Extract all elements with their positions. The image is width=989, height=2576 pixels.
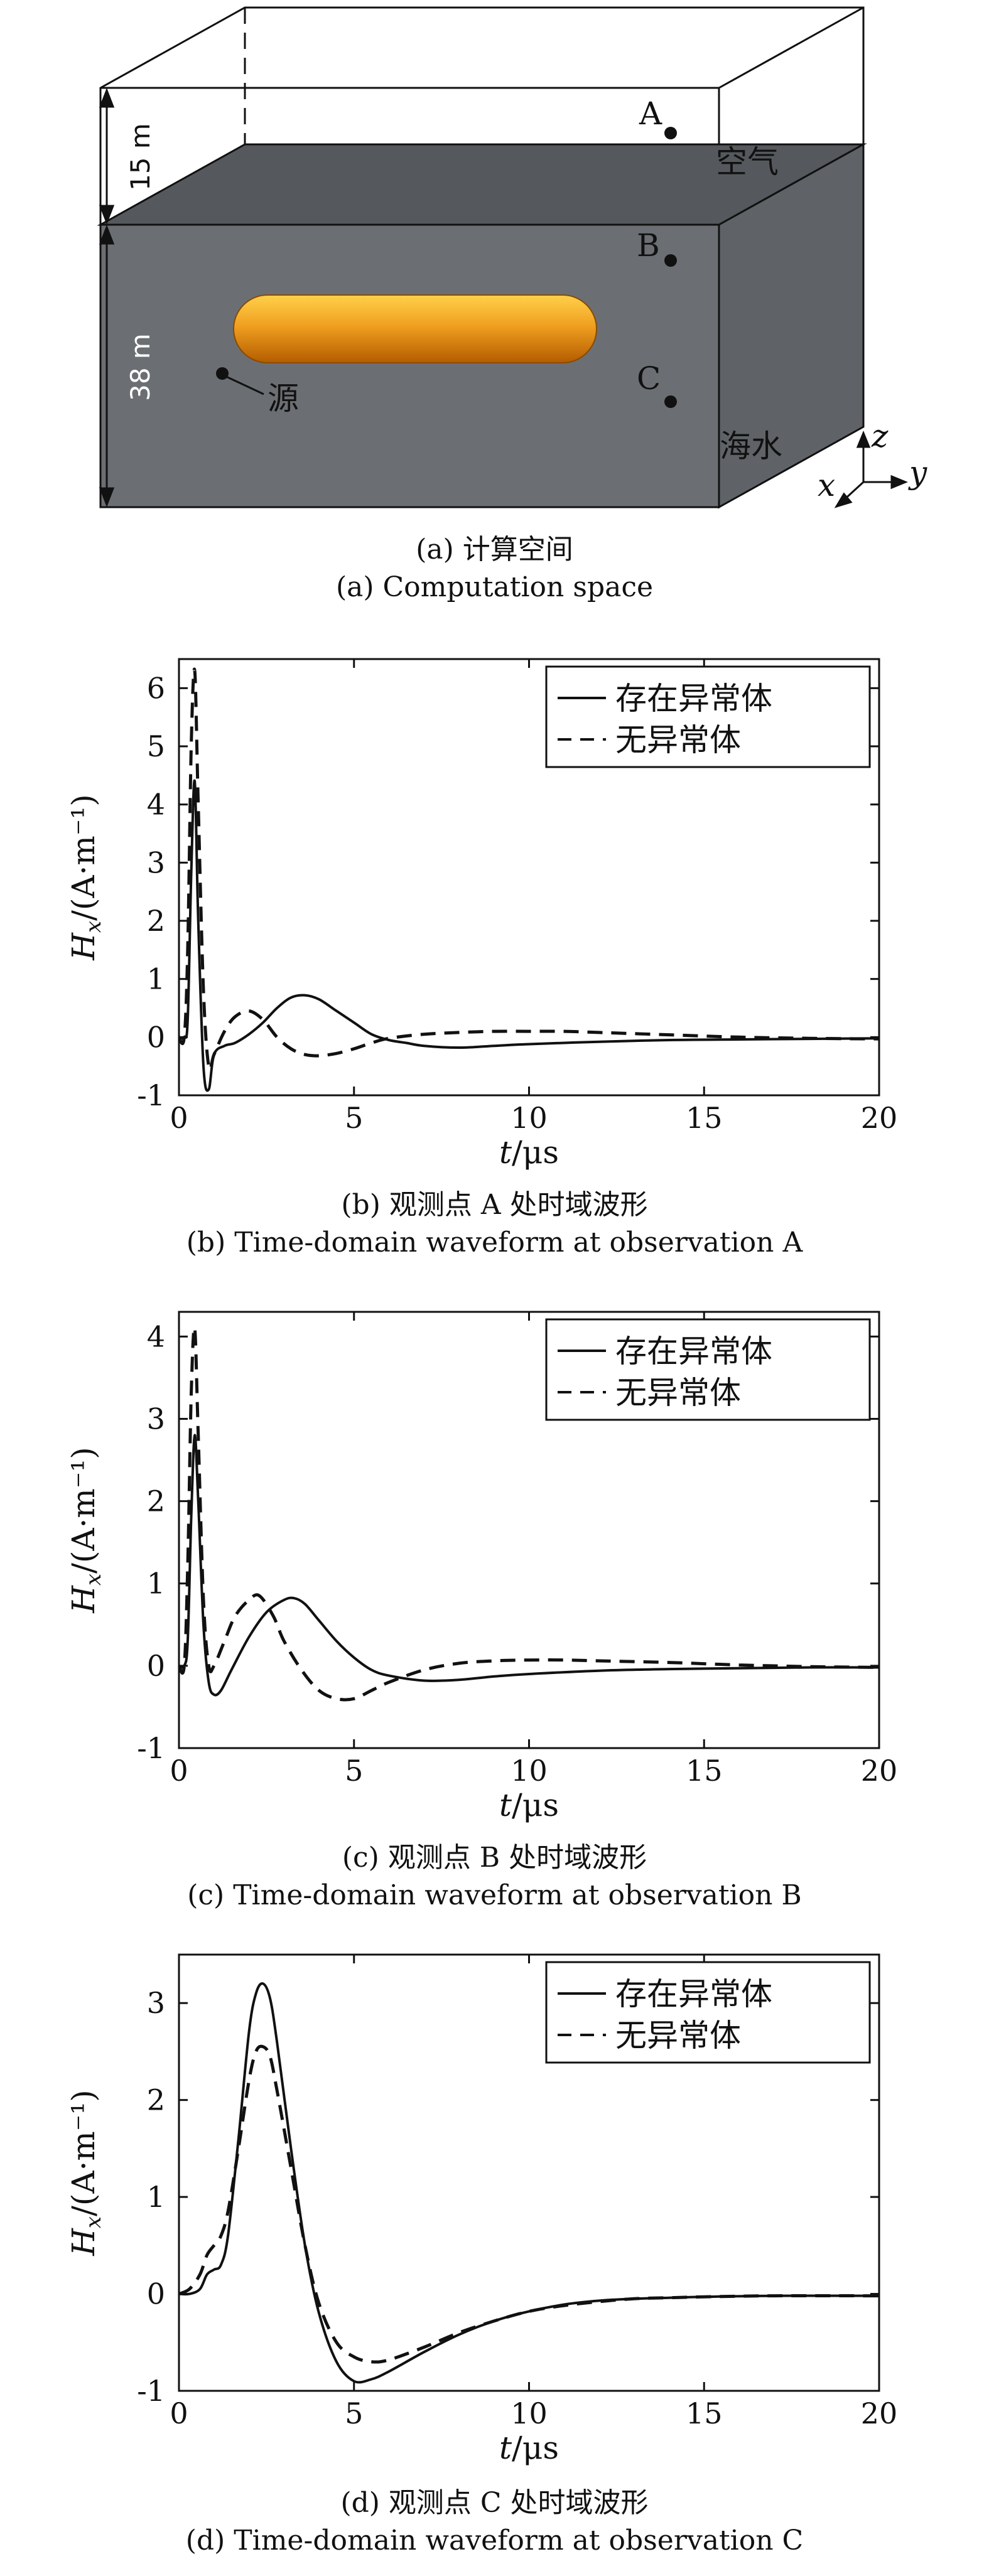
y-tick-label: 1 bbox=[147, 1567, 165, 1601]
y-tick-label: 0 bbox=[147, 2277, 165, 2311]
panel-b-waveform-a: 0 5 10 15 20 -1 0 1 2 3 4 5 6 t/μs Hx/(A·m⁻¹) 存在异常体 无异常体… bbox=[0, 628, 989, 1280]
legend-label-no-anomaly: 无异常体 bbox=[615, 2017, 741, 2054]
y-axis-label: Hx/(A·m⁻¹) bbox=[65, 1447, 106, 1614]
x-tick-label: 20 bbox=[861, 2396, 898, 2430]
series-line-no-anomaly bbox=[177, 667, 880, 1071]
y-tick-label: 2 bbox=[147, 1484, 165, 1518]
x-tick-label: 5 bbox=[345, 1101, 363, 1135]
panel-a-caption-cn: (a) 计算空间 bbox=[416, 534, 573, 566]
coordinate-axes bbox=[834, 431, 908, 508]
panel-c-caption-en: (c) Time-domain waveform at observation … bbox=[187, 1879, 802, 1911]
x-tick-label: 10 bbox=[511, 1101, 548, 1135]
panel-b-caption-en: (b) Time-domain waveform at observation … bbox=[186, 1226, 803, 1258]
x-tick-label: 5 bbox=[345, 2396, 363, 2430]
legend-label-no-anomaly: 无异常体 bbox=[615, 1375, 741, 1411]
y-tick-label: 3 bbox=[147, 845, 165, 879]
series-line-no-anomaly bbox=[178, 2044, 880, 2364]
anomaly-cylinder bbox=[233, 294, 597, 363]
x-tick-label: 0 bbox=[170, 1101, 188, 1135]
x-axis-label: t/μs bbox=[499, 2430, 559, 2466]
x-tick-label: 5 bbox=[345, 1754, 363, 1788]
series-line-with-anomaly bbox=[178, 1434, 880, 1697]
legend-box bbox=[545, 1961, 871, 2064]
legend-label-with-anomaly: 存在异常体 bbox=[615, 1333, 772, 1370]
panel-a-caption-en: (a) Computation space bbox=[335, 571, 654, 603]
y-axis-label: Hx/(A·m⁻¹) bbox=[65, 2090, 106, 2257]
x-tick-label: 20 bbox=[861, 1754, 898, 1788]
series-line-with-anomaly bbox=[178, 779, 880, 1092]
legend-box bbox=[545, 665, 871, 768]
sea-front-face bbox=[99, 223, 720, 508]
height-sea-label: 38 m bbox=[125, 333, 156, 401]
legend-label-no-anomaly: 无异常体 bbox=[615, 722, 741, 758]
y-tick-label: 3 bbox=[147, 1986, 165, 2020]
point-b-label: B bbox=[637, 227, 660, 264]
legend-box bbox=[545, 1318, 871, 1421]
y-tick-label: 2 bbox=[147, 904, 165, 938]
y-tick-label: 1 bbox=[147, 962, 165, 996]
x-tick-label: 15 bbox=[686, 1101, 723, 1135]
legend-label-with-anomaly: 存在异常体 bbox=[615, 680, 772, 717]
y-tick-label: -1 bbox=[137, 1731, 165, 1765]
axis-y-label: y bbox=[908, 454, 927, 491]
height-air-label: 15 m bbox=[125, 123, 156, 191]
point-a-label: A bbox=[639, 95, 662, 132]
panel-b-caption-cn: (b) 观测点 A 处时域波形 bbox=[341, 1189, 648, 1221]
sea-region bbox=[97, 142, 867, 509]
y-tick-label: 6 bbox=[147, 671, 165, 705]
x-tick-label: 15 bbox=[686, 2396, 723, 2430]
x-tick-label: 10 bbox=[511, 2396, 548, 2430]
point-c-label: C bbox=[637, 360, 661, 397]
x-tick-label: 0 bbox=[170, 2396, 188, 2430]
y-tick-label: -1 bbox=[137, 2374, 165, 2408]
point-c-marker bbox=[664, 395, 677, 408]
axis-x-label: x bbox=[818, 467, 835, 503]
panel-d-caption-en: (d) Time-domain waveform at observation … bbox=[185, 2525, 804, 2557]
y-tick-label: 0 bbox=[147, 1020, 165, 1054]
panel-c-waveform-b: 0 5 10 15 20 -1 0 1 2 3 4 t/μs Hx/(A·m⁻¹) 存在异常体 无异常体 (… bbox=[0, 1280, 989, 1933]
y-tick-label: 0 bbox=[147, 1649, 165, 1683]
panel-a-computation-space: 15 m 38 m A B C 源 空气 海水 z y x (a) 计算空间 (… bbox=[0, 0, 989, 628]
computation-space-diagram: 15 m 38 m A B C 源 空气 海水 z y x bbox=[97, 6, 927, 509]
x-tick-label: 0 bbox=[170, 1754, 188, 1788]
panel-d-caption-cn: (d) 观测点 C 处时域波形 bbox=[340, 2487, 649, 2519]
source-leader-line bbox=[223, 374, 264, 395]
y-tick-label: 4 bbox=[147, 788, 165, 822]
x-axis-label: t/μs bbox=[499, 1787, 559, 1823]
point-b-marker bbox=[664, 254, 677, 267]
axis-z-label: z bbox=[871, 418, 889, 454]
air-label: 空气 bbox=[716, 144, 779, 180]
y-tick-label: 1 bbox=[147, 2180, 165, 2214]
sea-right-face bbox=[718, 142, 865, 509]
x-tick-label: 20 bbox=[861, 1101, 898, 1135]
sea-label: 海水 bbox=[720, 428, 782, 464]
x-tick-label: 15 bbox=[686, 1754, 723, 1788]
y-tick-label: 5 bbox=[147, 729, 165, 763]
y-tick-label: 4 bbox=[147, 1319, 165, 1353]
legend-label-with-anomaly: 存在异常体 bbox=[615, 1976, 772, 2012]
source-label: 源 bbox=[268, 380, 299, 417]
y-tick-label: 3 bbox=[147, 1402, 165, 1436]
x-tick-label: 10 bbox=[511, 1754, 548, 1788]
y-tick-label: -1 bbox=[137, 1078, 165, 1112]
y-tick-label: 2 bbox=[147, 2083, 165, 2117]
panel-d-waveform-c: 0 5 10 15 20 -1 0 1 2 3 t/μs Hx/(A·m⁻¹) 存在异常体 无异常体 (d… bbox=[0, 1923, 989, 2576]
point-a-marker bbox=[664, 127, 677, 139]
x-axis-label: t/μs bbox=[499, 1134, 559, 1171]
y-axis-label: Hx/(A·m⁻¹) bbox=[65, 794, 106, 961]
series-line-no-anomaly bbox=[177, 1326, 880, 1702]
panel-c-caption-cn: (c) 观测点 B 处时域波形 bbox=[342, 1842, 647, 1874]
dimension-arrows bbox=[99, 87, 115, 508]
